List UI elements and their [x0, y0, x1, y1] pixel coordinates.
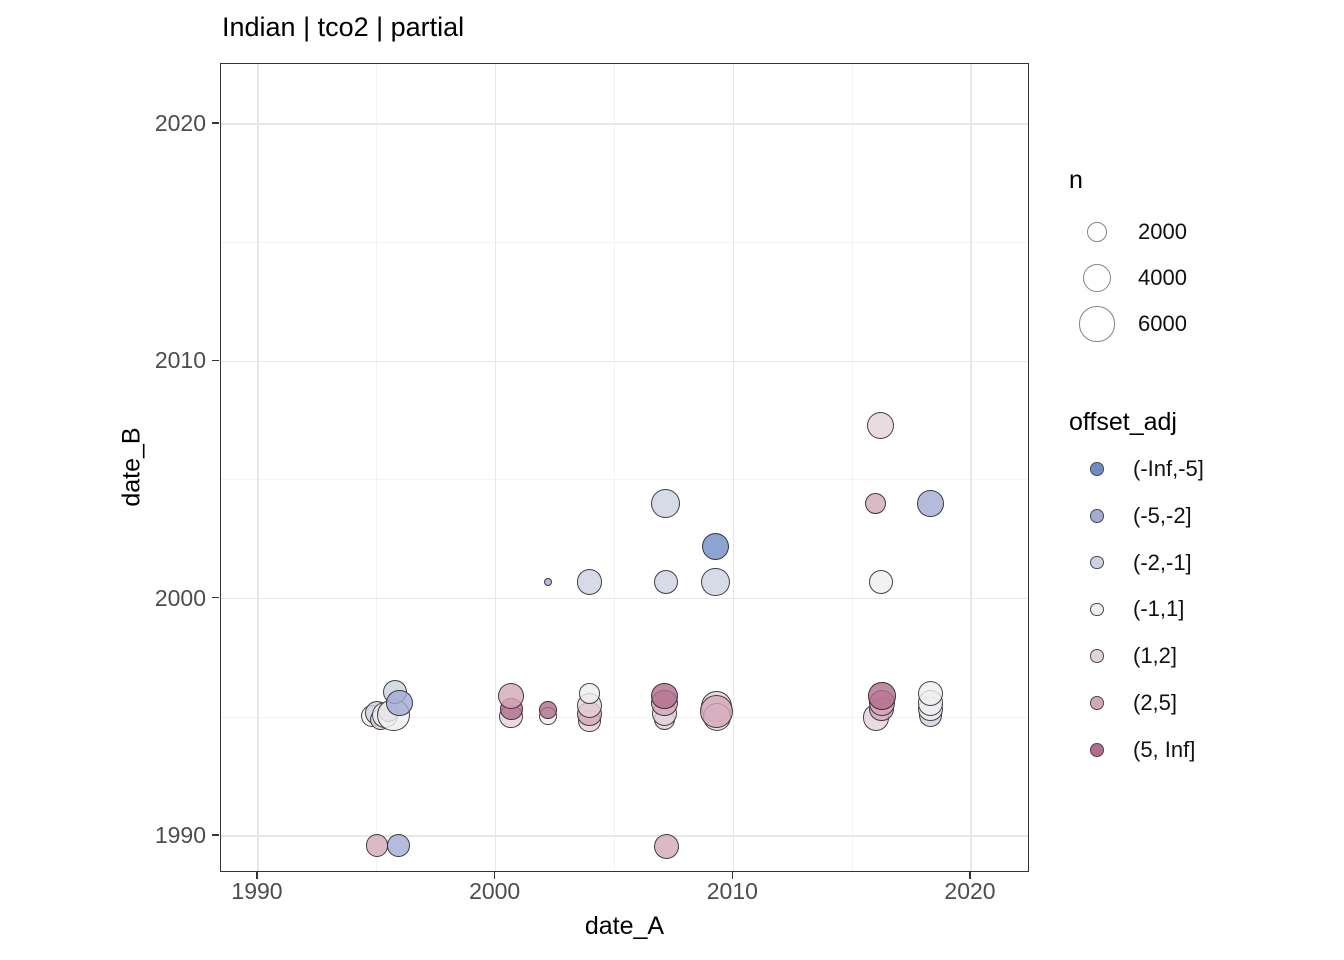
size-legend-label: 2000 — [1138, 219, 1187, 244]
color-legend-label: (2,5] — [1133, 690, 1178, 715]
x-tick-label: 2020 — [944, 878, 996, 904]
x-minor-gridline — [851, 64, 853, 871]
color-legend-key — [1090, 743, 1104, 757]
y-axis-tick — [212, 834, 219, 836]
x-axis-title: date_A — [584, 912, 665, 940]
y-axis-title: date_B — [117, 427, 146, 507]
data-point — [498, 683, 524, 709]
color-legend-key — [1090, 649, 1104, 663]
x-tick-label: 2010 — [706, 878, 758, 904]
data-point — [651, 682, 678, 710]
x-axis-tick — [969, 872, 971, 879]
y-major-gridline — [221, 597, 1028, 600]
x-major-gridline — [732, 64, 735, 871]
data-point — [651, 489, 680, 519]
x-minor-gridline — [376, 64, 378, 871]
data-point — [576, 569, 603, 595]
data-point — [544, 578, 552, 586]
data-point — [868, 682, 896, 710]
size-legend-title: n — [1069, 166, 1083, 194]
color-legend-key — [1090, 555, 1104, 570]
color-legend-label: (-5,-2] — [1133, 502, 1192, 528]
y-major-gridline — [221, 835, 1028, 837]
y-major-gridline — [221, 360, 1028, 363]
color-legend-label: (-2,-1] — [1133, 549, 1192, 575]
x-axis-tick — [731, 872, 734, 879]
y-minor-gridline — [221, 716, 1028, 718]
y-minor-gridline — [221, 242, 1028, 244]
data-point — [865, 493, 887, 515]
chart-title: Indian | tco2 | partial — [222, 12, 465, 42]
data-point — [868, 569, 893, 595]
data-point — [386, 689, 413, 717]
size-legend-key — [1082, 263, 1112, 293]
x-minor-gridline — [614, 64, 615, 871]
size-legend-key — [1086, 221, 1108, 243]
y-tick-label: 2010 — [154, 347, 206, 374]
data-point — [700, 694, 734, 728]
color-legend-label: (-1,1] — [1133, 596, 1185, 622]
x-major-gridline — [970, 64, 972, 871]
y-minor-gridline — [221, 479, 1028, 481]
data-point — [653, 569, 678, 595]
size-legend-key — [1079, 306, 1115, 342]
data-point — [579, 683, 600, 704]
y-axis-tick — [212, 596, 219, 599]
data-point — [867, 411, 895, 440]
y-axis-tick — [212, 122, 219, 124]
x-axis-tick — [493, 872, 496, 879]
y-axis-tick — [212, 359, 219, 362]
data-point — [386, 834, 410, 857]
data-point — [539, 701, 557, 720]
data-point — [365, 834, 388, 857]
data-point — [917, 680, 944, 707]
x-tick-label: 2000 — [469, 878, 521, 904]
color-legend-key — [1090, 462, 1104, 476]
y-tick-label: 2000 — [154, 584, 206, 611]
color-legend-key — [1090, 696, 1104, 710]
color-legend-key — [1090, 602, 1104, 617]
size-legend-label: 6000 — [1138, 311, 1187, 336]
x-major-gridline — [494, 64, 497, 871]
data-point — [701, 567, 730, 597]
x-major-gridline — [257, 64, 259, 871]
color-legend-title: offset_adj — [1069, 408, 1177, 436]
color-legend-key — [1090, 509, 1104, 523]
color-legend-label: (5, Inf] — [1133, 736, 1196, 762]
y-major-gridline — [221, 123, 1028, 125]
x-axis-tick — [256, 872, 258, 879]
y-tick-label: 1990 — [154, 821, 206, 848]
color-legend-label: (1,2] — [1133, 643, 1178, 669]
data-point — [654, 834, 680, 860]
data-point — [701, 532, 730, 561]
plot-panel — [220, 63, 1029, 872]
size-legend-label: 4000 — [1138, 265, 1187, 290]
data-point — [917, 490, 944, 517]
x-tick-label: 1990 — [231, 878, 283, 904]
color-legend-label: (-Inf,-5] — [1133, 456, 1204, 481]
y-tick-label: 2020 — [154, 110, 206, 136]
